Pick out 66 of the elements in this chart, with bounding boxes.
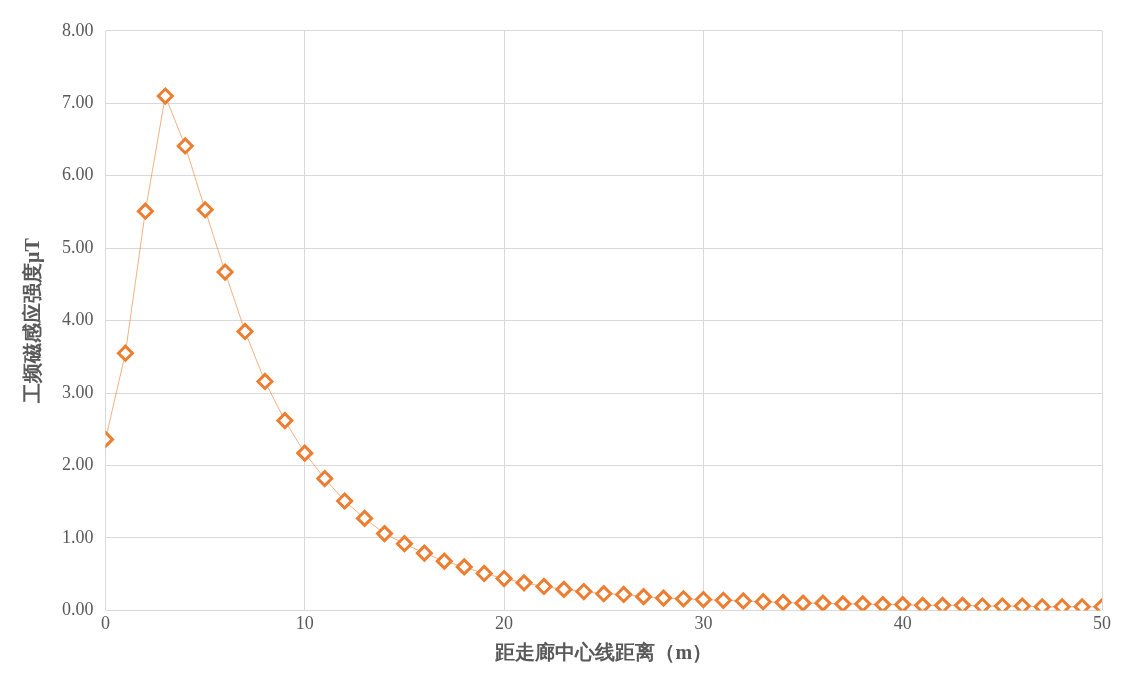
y-tick-label: 0.00	[62, 599, 94, 620]
point	[1033, 598, 1051, 611]
point	[834, 595, 852, 611]
point	[894, 596, 912, 611]
point	[953, 596, 971, 611]
x-tick-label: 50	[1093, 612, 1111, 633]
x-tick-label: 20	[495, 612, 514, 633]
x-tick-label: 10	[295, 612, 314, 633]
point	[475, 564, 493, 582]
point	[655, 589, 673, 607]
point	[535, 577, 553, 595]
point	[555, 580, 573, 598]
point	[714, 591, 732, 609]
point	[336, 492, 354, 510]
point	[216, 263, 234, 281]
point	[674, 590, 692, 608]
point	[575, 583, 593, 601]
y-tick-label: 3.00	[62, 381, 94, 402]
y-tick-label: 2.00	[62, 454, 94, 475]
point	[595, 585, 613, 603]
point	[256, 372, 274, 390]
point	[435, 552, 453, 570]
y-tick-label: 6.00	[62, 164, 94, 185]
x-tick-label: 0	[101, 612, 110, 633]
x-axis-title: 距走廊中心线距离（m）	[494, 641, 713, 664]
point	[754, 593, 772, 611]
point	[356, 509, 374, 527]
point	[156, 87, 174, 105]
point	[116, 344, 134, 362]
y-axis-title: 工频磁感应强度μT	[21, 237, 45, 404]
y-tick-label: 7.00	[62, 91, 94, 112]
y-tick-label: 1.00	[62, 526, 94, 547]
point	[1073, 598, 1091, 611]
point	[993, 597, 1011, 611]
point	[734, 592, 752, 610]
point	[794, 594, 812, 611]
point	[176, 137, 194, 155]
point	[694, 591, 712, 609]
point	[296, 444, 314, 462]
point	[1053, 598, 1071, 611]
x-tick-label: 40	[893, 612, 912, 633]
x-tick-label: 30	[694, 612, 713, 633]
point	[495, 570, 513, 588]
point	[395, 535, 413, 553]
point	[415, 544, 433, 562]
point	[316, 470, 334, 488]
point	[814, 594, 832, 611]
point	[774, 593, 792, 611]
point	[854, 595, 872, 611]
point	[934, 596, 952, 611]
point	[1013, 597, 1031, 611]
point	[276, 412, 294, 430]
point	[615, 585, 633, 603]
point	[136, 202, 154, 220]
point	[635, 588, 653, 606]
point	[515, 574, 533, 592]
y-tick-label: 4.00	[62, 309, 94, 330]
point	[914, 596, 932, 611]
point	[196, 201, 214, 219]
y-tick-label: 8.00	[62, 19, 94, 40]
y-tick-label: 5.00	[62, 236, 94, 257]
point	[973, 597, 991, 611]
point	[376, 525, 394, 543]
point	[455, 558, 473, 576]
point	[874, 596, 892, 611]
point	[236, 322, 254, 340]
